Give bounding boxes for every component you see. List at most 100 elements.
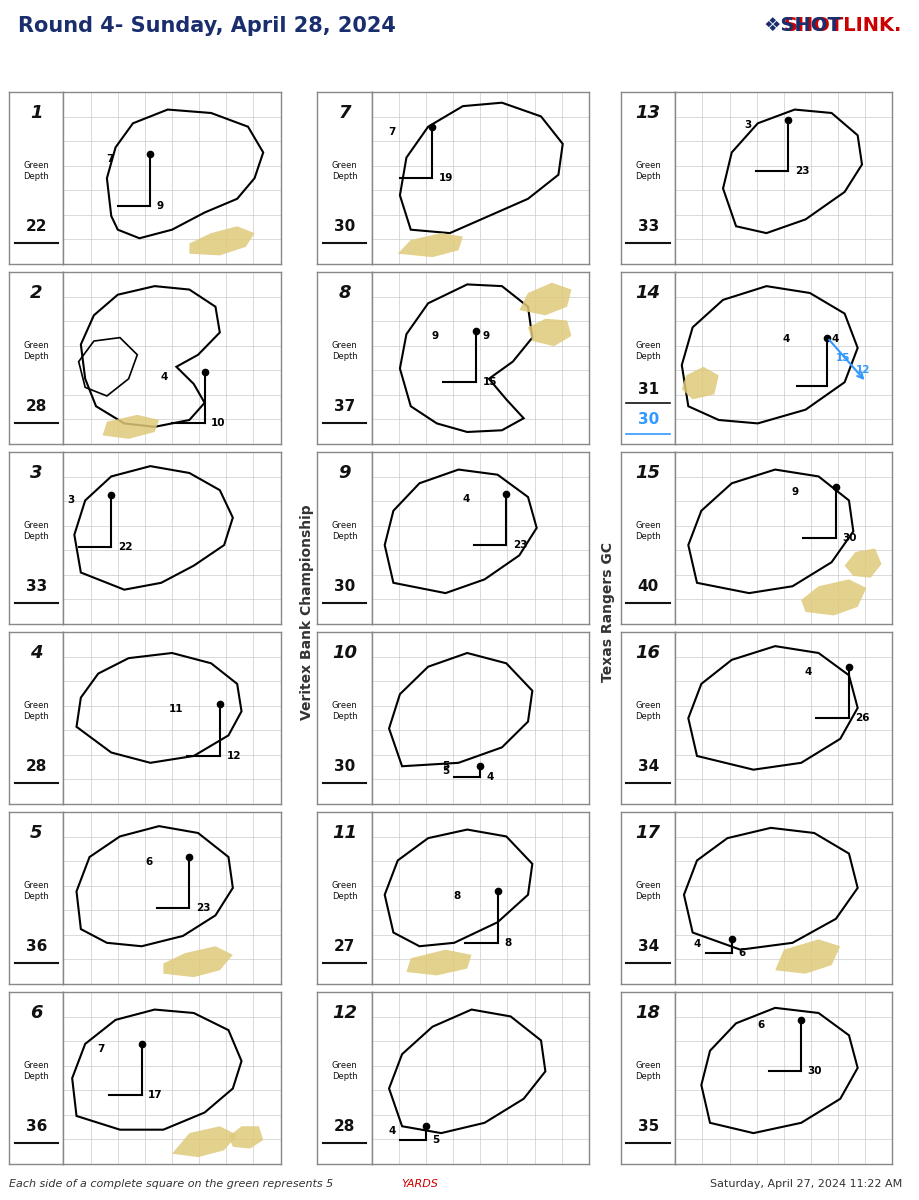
Text: Green
Depth: Green Depth — [24, 161, 49, 181]
Text: 17: 17 — [148, 1091, 163, 1100]
Text: Veritex Bank Championship: Veritex Bank Championship — [300, 504, 314, 720]
Text: 14: 14 — [635, 284, 660, 302]
Text: 4: 4 — [461, 493, 469, 504]
Text: 12: 12 — [226, 751, 241, 761]
Polygon shape — [228, 1127, 263, 1148]
Text: Green
Depth: Green Depth — [635, 521, 660, 541]
Text: 6: 6 — [30, 1004, 42, 1022]
Text: 30: 30 — [637, 413, 658, 427]
Text: Green
Depth: Green Depth — [24, 521, 49, 541]
Text: 12: 12 — [332, 1004, 357, 1022]
Text: Green
Depth: Green Depth — [332, 1061, 357, 1081]
Text: 3: 3 — [743, 120, 751, 130]
Text: 6: 6 — [737, 948, 744, 958]
Text: 23: 23 — [794, 167, 809, 176]
Text: 18: 18 — [635, 1004, 660, 1022]
Text: 4: 4 — [486, 772, 494, 781]
Text: 11: 11 — [332, 824, 357, 842]
Text: 17: 17 — [635, 824, 660, 842]
Text: 28: 28 — [26, 758, 47, 774]
Polygon shape — [800, 580, 866, 616]
Polygon shape — [518, 283, 571, 316]
Text: 2: 2 — [30, 284, 42, 302]
Text: 9: 9 — [431, 331, 438, 341]
Text: Green
Depth: Green Depth — [24, 881, 49, 901]
Polygon shape — [102, 415, 159, 439]
Text: Green
Depth: Green Depth — [332, 701, 357, 721]
Text: 33: 33 — [637, 218, 658, 234]
Text: 34: 34 — [637, 758, 658, 774]
Text: 15: 15 — [635, 464, 660, 482]
Text: 8: 8 — [453, 892, 460, 901]
Text: 7: 7 — [106, 154, 113, 164]
Text: 9: 9 — [156, 200, 164, 211]
Polygon shape — [189, 227, 255, 256]
Text: 9: 9 — [791, 487, 799, 497]
Text: 26: 26 — [855, 713, 869, 724]
Text: 6: 6 — [145, 857, 153, 868]
Polygon shape — [844, 548, 880, 577]
Text: Each side of a complete square on the green represents 5: Each side of a complete square on the gr… — [9, 1180, 336, 1189]
Text: 4: 4 — [693, 940, 700, 949]
Text: 10: 10 — [210, 419, 225, 428]
Text: 7: 7 — [97, 1044, 105, 1054]
Text: 4: 4 — [804, 667, 811, 677]
Text: Texas Rangers GC: Texas Rangers GC — [600, 542, 615, 682]
Text: 7: 7 — [338, 104, 350, 122]
Text: 22: 22 — [118, 541, 132, 552]
Text: Green
Depth: Green Depth — [635, 341, 660, 361]
Text: Green
Depth: Green Depth — [635, 1061, 660, 1081]
Text: 13: 13 — [635, 104, 660, 122]
Text: 1: 1 — [30, 104, 42, 122]
Text: 28: 28 — [334, 1118, 355, 1134]
Polygon shape — [172, 1127, 237, 1157]
Text: Green
Depth: Green Depth — [24, 341, 49, 361]
Polygon shape — [164, 947, 233, 977]
Text: 5: 5 — [442, 761, 449, 772]
Text: 5: 5 — [442, 767, 449, 776]
Polygon shape — [397, 233, 462, 257]
Text: 31: 31 — [637, 382, 658, 396]
Text: 22: 22 — [26, 218, 47, 234]
Text: 36: 36 — [26, 1118, 47, 1134]
Text: 15: 15 — [482, 377, 496, 388]
Text: Saturday, April 27, 2024 11:22 AM: Saturday, April 27, 2024 11:22 AM — [709, 1180, 901, 1189]
Text: 30: 30 — [334, 758, 355, 774]
Text: 7: 7 — [388, 127, 395, 137]
Text: Green
Depth: Green Depth — [24, 1061, 49, 1081]
Text: 16: 16 — [635, 644, 660, 662]
Text: Green
Depth: Green Depth — [635, 881, 660, 901]
Text: 30: 30 — [334, 218, 355, 234]
Text: 8: 8 — [338, 284, 350, 302]
Text: 35: 35 — [637, 1118, 658, 1134]
Text: 23: 23 — [196, 904, 210, 913]
Text: 40: 40 — [637, 578, 658, 594]
Polygon shape — [775, 940, 839, 973]
Text: 11: 11 — [168, 704, 183, 714]
Text: 30: 30 — [842, 533, 856, 544]
Text: 6: 6 — [756, 1020, 764, 1030]
Text: 8: 8 — [504, 938, 511, 948]
Text: 28: 28 — [26, 398, 47, 414]
Text: Green
Depth: Green Depth — [635, 701, 660, 721]
Text: 23: 23 — [512, 540, 527, 550]
Text: 3: 3 — [30, 464, 42, 482]
Text: 12: 12 — [855, 365, 869, 376]
Text: 5: 5 — [432, 1135, 439, 1145]
Text: Green
Depth: Green Depth — [332, 161, 357, 181]
Text: YARDS: YARDS — [401, 1180, 438, 1189]
Text: Green
Depth: Green Depth — [332, 521, 357, 541]
Text: 9: 9 — [482, 331, 489, 341]
Text: 3: 3 — [67, 496, 74, 505]
Text: 27: 27 — [334, 938, 355, 954]
Text: 4: 4 — [160, 372, 167, 382]
Text: Green
Depth: Green Depth — [332, 881, 357, 901]
Text: SHOTLINK.: SHOTLINK. — [783, 17, 901, 35]
Text: 30: 30 — [807, 1067, 822, 1076]
Text: 30: 30 — [334, 578, 355, 594]
Polygon shape — [681, 367, 718, 400]
Polygon shape — [528, 319, 571, 346]
Text: 36: 36 — [26, 938, 47, 954]
Text: 10: 10 — [332, 644, 357, 662]
Text: Round 4- Sunday, April 28, 2024: Round 4- Sunday, April 28, 2024 — [18, 16, 396, 36]
